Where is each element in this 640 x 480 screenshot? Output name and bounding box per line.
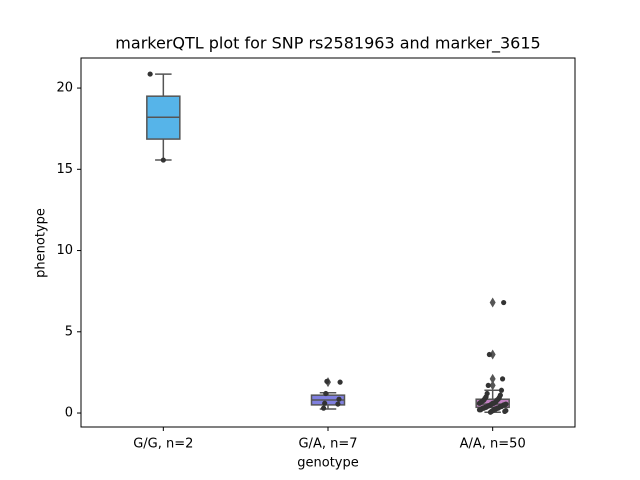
y-tick-label: 0	[65, 406, 73, 421]
y-tick-label: 5	[65, 324, 73, 339]
data-point	[147, 71, 153, 77]
data-point	[336, 396, 342, 402]
x-axis-label: genotype	[297, 456, 358, 471]
data-point	[485, 382, 491, 389]
y-tick-label: 15	[56, 162, 73, 177]
data-point	[337, 379, 343, 385]
data-point	[322, 400, 328, 406]
outlier	[489, 297, 496, 308]
x-tick-label: G/G, n=2	[133, 437, 193, 452]
data-point	[498, 387, 505, 393]
data-point	[487, 409, 494, 415]
outlier	[489, 373, 496, 384]
x-tick-label: A/A, n=50	[460, 437, 526, 452]
chart-title: markerQTL plot for SNP rs2581963 and mar…	[115, 34, 540, 54]
outlier	[489, 349, 496, 360]
x-tick-label: G/A, n=7	[298, 437, 357, 452]
data-point	[476, 407, 483, 413]
data-point	[321, 405, 327, 411]
data-point	[502, 408, 508, 415]
data-point	[499, 376, 506, 382]
data-point	[476, 400, 483, 406]
data-point	[335, 401, 341, 407]
data-point	[160, 157, 166, 163]
y-axis-label: phenotype	[34, 208, 49, 278]
data-point	[323, 390, 329, 397]
outlier	[489, 380, 496, 391]
data-point	[486, 351, 492, 358]
y-tick-label: 20	[56, 81, 73, 96]
data-point	[501, 299, 507, 306]
y-tick-label: 10	[56, 243, 73, 258]
data-point	[324, 378, 330, 384]
